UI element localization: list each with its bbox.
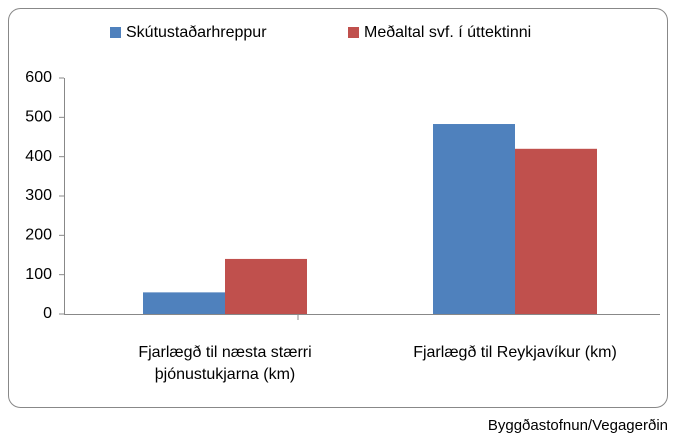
- legend-label: Meðaltal svf. í úttektinni: [364, 24, 531, 41]
- y-tick-label: 0: [43, 305, 52, 322]
- x-tick-label: Fjarlægð til Reykjavíkur (km): [413, 344, 617, 361]
- bar: [143, 292, 225, 314]
- legend-swatch: [110, 27, 121, 38]
- bar: [515, 148, 597, 314]
- legend-swatch: [348, 27, 359, 38]
- y-tick-label: 500: [25, 109, 52, 126]
- y-tick-label: 600: [25, 69, 52, 86]
- bar: [433, 124, 515, 315]
- y-tick-label: 300: [25, 187, 52, 204]
- legend-label: Skútustaðarhreppur: [126, 24, 267, 41]
- x-tick-label: Fjarlægð til næsta stærri þjónustukjarna…: [138, 344, 312, 383]
- bar: [225, 258, 307, 314]
- y-tick-label: 100: [25, 266, 52, 283]
- source: Byggðastofnun/Vegagerðin: [488, 417, 668, 434]
- y-tick-label: 200: [25, 227, 52, 244]
- y-tick-label: 400: [25, 148, 52, 165]
